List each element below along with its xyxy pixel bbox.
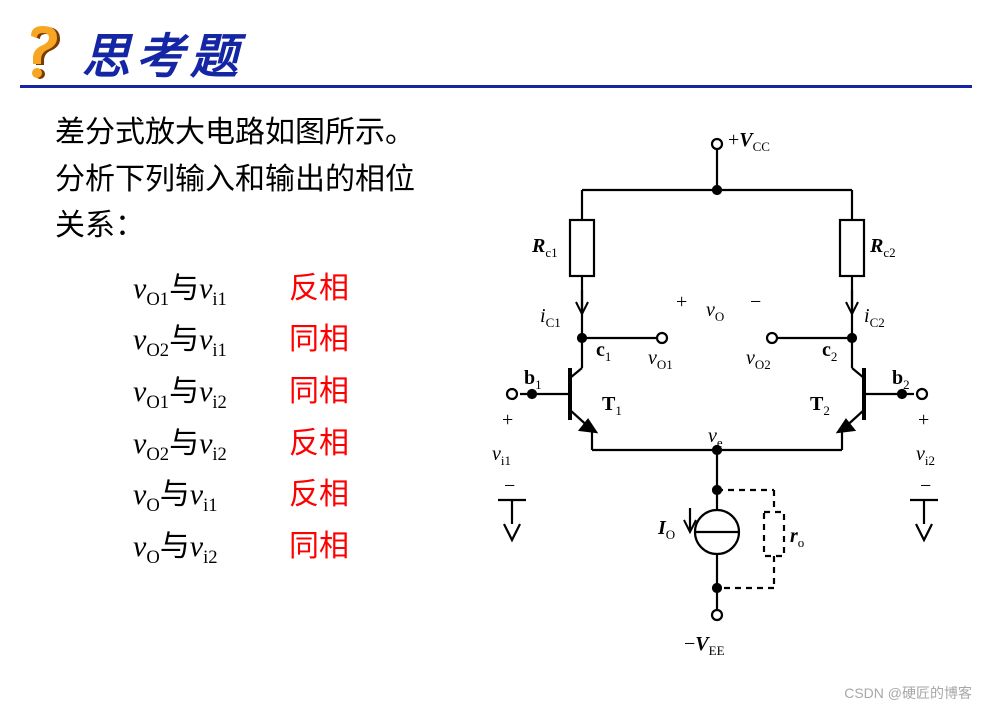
svg-text:ro: ro (790, 525, 804, 550)
svg-text:−: − (920, 475, 931, 497)
svg-text:vO2: vO2 (746, 347, 771, 372)
relation-pair: vO与vi2 (133, 522, 281, 574)
relation-pair: vO2与vi1 (133, 315, 281, 367)
slide-title: 思考题 (82, 17, 244, 87)
svg-text:T1: T1 (602, 393, 622, 418)
svg-text:+: + (676, 291, 687, 313)
svg-text:vO1: vO1 (648, 347, 673, 372)
svg-text:c1: c1 (596, 339, 611, 364)
svg-text:ve: ve (708, 425, 723, 450)
svg-text:Rc2: Rc2 (869, 235, 896, 260)
relation-pair: vO与vi1 (133, 470, 281, 522)
svg-text:iC1: iC1 (540, 305, 561, 330)
intro-line-1: 差分式放大电路如图所示。 (55, 110, 475, 157)
svg-text:+: + (918, 409, 929, 431)
svg-text:vi2: vi2 (916, 443, 935, 468)
svg-text:iC2: iC2 (864, 305, 885, 330)
slide: 思考题 差分式放大电路如图所示。 分析下列输入和输出的相位 关系： vO1与vi… (0, 0, 992, 715)
relation-answer: 同相 (289, 315, 349, 365)
svg-text:−: − (504, 475, 515, 497)
svg-text:vO: vO (706, 299, 724, 324)
svg-text:b1: b1 (524, 367, 542, 392)
circuit-diagram: +VCC Rc1 Rc2 iC1 iC2 + − vO vO1 vO2 c1 c… (462, 120, 972, 660)
relation-pair: vO2与vi2 (133, 419, 281, 471)
svg-text:−: − (750, 291, 761, 313)
svg-text:−VEE: −VEE (684, 633, 725, 658)
intro-line-2: 分析下列输入和输出的相位 (55, 157, 475, 204)
relation-answer: 同相 (289, 522, 349, 572)
question-mark-icon (20, 25, 66, 79)
intro-line-3: 关系： (55, 203, 475, 250)
relation-answer: 反相 (289, 419, 349, 469)
watermark-text: CSDN @硬匠的博客 (844, 683, 972, 703)
svg-text:b2: b2 (892, 367, 910, 392)
svg-text:c2: c2 (822, 339, 837, 364)
relation-answer: 反相 (289, 470, 349, 520)
svg-text:vi1: vi1 (492, 443, 511, 468)
relation-answer: 同相 (289, 367, 349, 417)
slide-body: 差分式放大电路如图所示。 分析下列输入和输出的相位 关系： vO1与vi1 反相… (55, 110, 962, 695)
svg-text:Rc1: Rc1 (531, 235, 558, 260)
svg-text:IO: IO (657, 517, 675, 542)
header-bar: 思考题 (20, 18, 972, 88)
svg-text:+: + (502, 409, 513, 431)
relation-pair: vO1与vi1 (133, 264, 281, 316)
svg-text:T2: T2 (810, 393, 830, 418)
svg-text:+VCC: +VCC (728, 129, 770, 154)
relation-pair: vO1与vi2 (133, 367, 281, 419)
relation-answer: 反相 (289, 264, 349, 314)
intro-text: 差分式放大电路如图所示。 分析下列输入和输出的相位 关系： (55, 110, 475, 250)
